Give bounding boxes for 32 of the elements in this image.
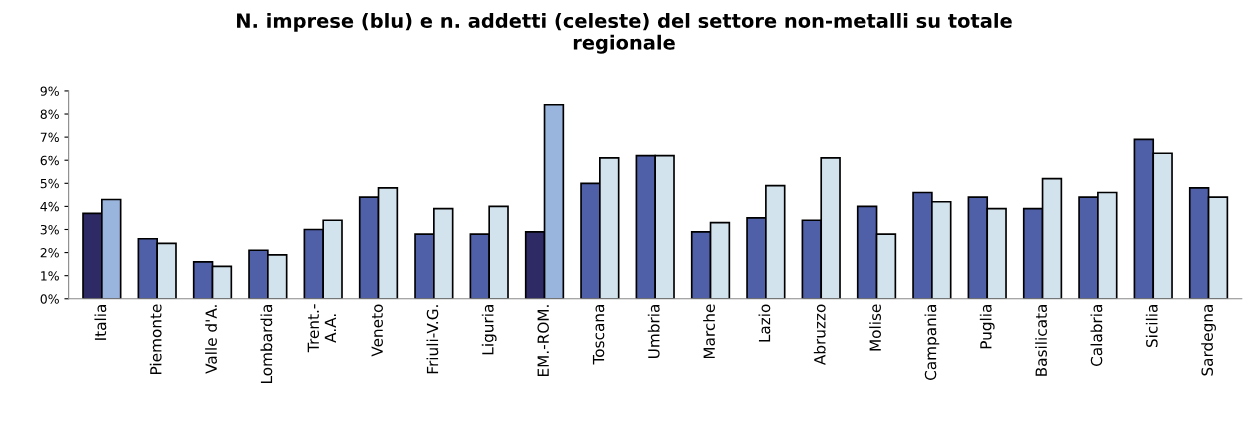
y-tick-label: 6% [40, 155, 59, 166]
x-tick-label: Sardegna [1201, 305, 1216, 376]
x-tick-label: Basilicata [1035, 305, 1047, 376]
x-tick-label: EM.-ROM. [537, 305, 549, 377]
x-tick-label: Friuli-V.G. [426, 305, 439, 374]
x-tick-label: Liguria [481, 305, 497, 355]
x-tick-label: Calabria [1090, 305, 1103, 366]
x-tick-label: Molise [869, 304, 881, 351]
y-tick-label: 5% [40, 178, 59, 189]
x-tick-label: Sicilia [1145, 305, 1158, 348]
y-tick-label: 8% [40, 109, 59, 119]
x-tick-label: Lombardia [260, 305, 273, 383]
x-tick-label: Lazio [758, 304, 771, 342]
y-tick-label: 1% [41, 271, 59, 281]
x-tick-label: Campania [924, 305, 940, 381]
x-tick-label: Piemonte [149, 304, 162, 374]
y-tick-label: 3% [40, 224, 59, 235]
chart-title: N. imprese (blu) e n. addetti (celeste) del settore non-metalli su totale regionale [237, 12, 1012, 54]
x-tick-label: Abruzzo [813, 304, 826, 366]
y-tick-label: 2% [40, 248, 59, 258]
y-tick-label: 0% [40, 294, 59, 304]
x-tick-label: Veneto [371, 304, 383, 357]
x-tick-label: Umbria [647, 305, 660, 358]
x-tick-label: Marche [703, 304, 715, 359]
x-tick-label: Italia [94, 305, 107, 340]
y-tick-label: 4% [40, 201, 59, 212]
y-tick-label: 9% [40, 86, 59, 96]
x-tick-label: Puglia [979, 305, 995, 349]
x-tick-label: Trent.- A.A. [307, 304, 336, 353]
x-tick-label: Valle d'A. [205, 305, 217, 374]
y-tick-label: 7% [40, 132, 59, 143]
x-tick-label: Toscana [592, 305, 605, 365]
